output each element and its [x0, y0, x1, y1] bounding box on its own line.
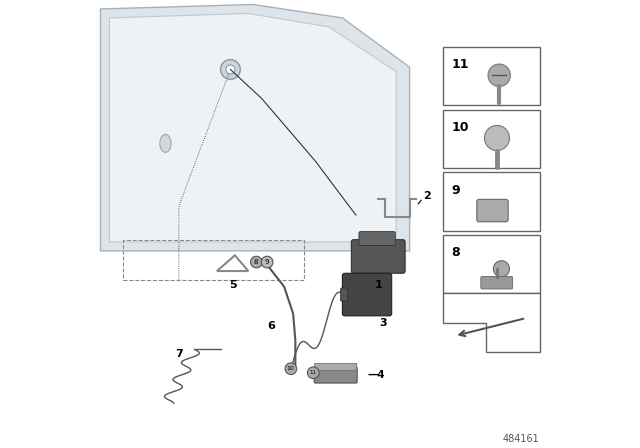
Bar	[123, 240, 305, 280]
Polygon shape	[109, 13, 396, 242]
Text: —4: —4	[367, 370, 385, 380]
Text: 8: 8	[253, 259, 258, 265]
Bar	[443, 172, 540, 231]
Circle shape	[488, 64, 511, 86]
Text: 10: 10	[451, 121, 468, 134]
FancyBboxPatch shape	[315, 363, 356, 370]
Bar	[443, 47, 540, 105]
FancyBboxPatch shape	[359, 232, 396, 246]
FancyBboxPatch shape	[351, 240, 405, 273]
Text: 8: 8	[451, 246, 460, 259]
FancyBboxPatch shape	[342, 273, 392, 316]
Text: 6: 6	[268, 321, 275, 331]
FancyBboxPatch shape	[477, 199, 508, 222]
FancyBboxPatch shape	[481, 276, 513, 289]
Text: 7: 7	[175, 349, 184, 359]
FancyBboxPatch shape	[314, 367, 357, 383]
Circle shape	[484, 125, 509, 151]
Ellipse shape	[160, 134, 171, 152]
Circle shape	[493, 261, 509, 277]
Circle shape	[285, 363, 297, 375]
Bar	[443, 235, 540, 293]
Text: 11: 11	[451, 58, 468, 71]
Text: 484161: 484161	[503, 434, 540, 444]
Circle shape	[307, 367, 319, 379]
Text: 10: 10	[287, 366, 294, 371]
Polygon shape	[100, 4, 410, 251]
Circle shape	[261, 256, 273, 268]
Text: 2: 2	[423, 191, 431, 201]
Polygon shape	[443, 293, 540, 352]
Text: 3: 3	[379, 318, 387, 328]
Text: 1: 1	[374, 280, 382, 290]
Circle shape	[251, 256, 262, 268]
Circle shape	[226, 65, 235, 74]
Circle shape	[221, 60, 240, 79]
Text: 11: 11	[310, 370, 317, 375]
Text: 9: 9	[451, 184, 460, 197]
Bar	[443, 110, 540, 168]
Text: 5: 5	[229, 280, 236, 290]
FancyBboxPatch shape	[340, 288, 348, 301]
Text: 9: 9	[264, 259, 269, 265]
